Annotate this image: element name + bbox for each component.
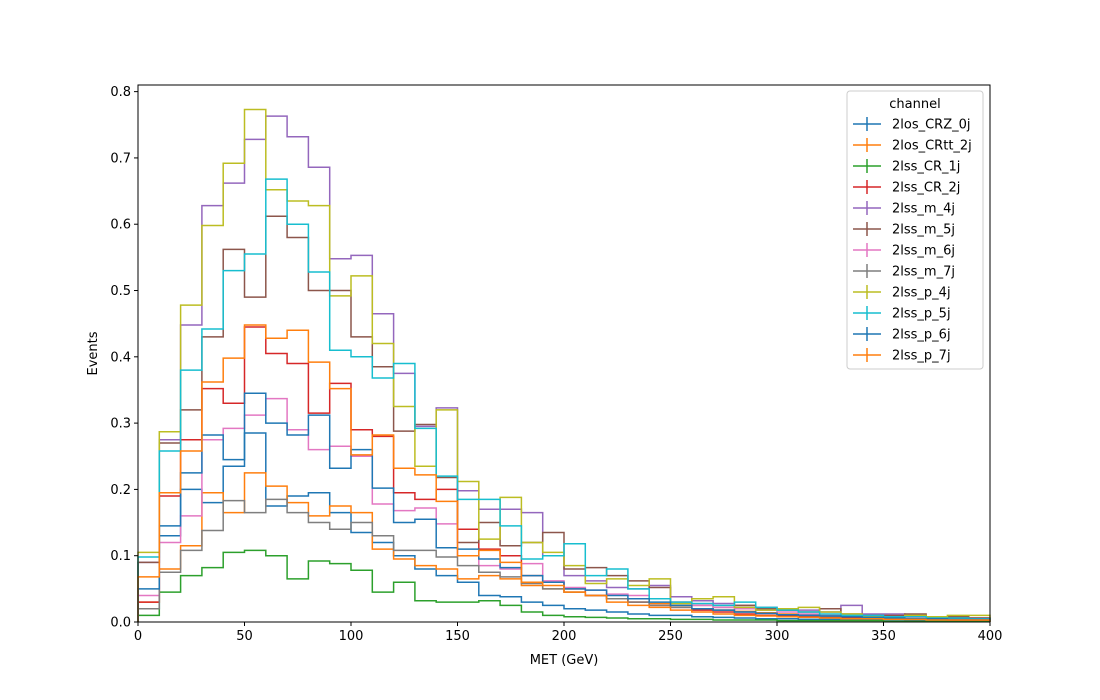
y-tick-label: 0.1 — [110, 549, 131, 564]
legend-entry: 2lss_CR_1j — [853, 159, 960, 175]
y-axis-ticks: 0.0 0.1 0.2 0.3 0.4 0.5 0.6 0.7 0.8 — [110, 85, 138, 631]
x-tick-label: 400 — [978, 629, 1003, 644]
x-tick-label: 0 — [134, 629, 142, 644]
series-2lss_p_5j — [137, 178, 991, 622]
y-tick-label: 0.5 — [110, 284, 131, 299]
y-tick-label: 0.0 — [110, 616, 131, 631]
x-tick-label: 100 — [339, 629, 364, 644]
y-axis-label: Events — [86, 331, 101, 375]
series-2lss_p_4j — [137, 108, 991, 622]
legend-entry: 2lss_p_4j — [853, 285, 951, 301]
legend-title: channel — [889, 97, 940, 112]
legend-label: 2los_CRtt_2j — [892, 139, 972, 154]
x-tick-label: 200 — [552, 629, 577, 644]
series-2lss_p_6j — [137, 392, 991, 622]
legend-label: 2los_CRZ_0j — [892, 118, 971, 133]
legend-label: 2lss_CR_1j — [892, 160, 960, 175]
legend-entry: 2lss_m_6j — [853, 243, 955, 259]
x-tick-label: 350 — [871, 629, 896, 644]
legend: channel 2los_CRZ_0j 2los_CRtt_2j 2lss_CR_1… — [846, 90, 984, 370]
legend-entry: 2lss_m_7j — [853, 264, 955, 280]
legend-label: 2lss_CR_2j — [892, 181, 960, 196]
series-2lss_CR_1j — [137, 549, 991, 623]
x-axis-label: MET (GeV) — [530, 653, 599, 668]
legend-entries: 2los_CRZ_0j 2los_CRtt_2j 2lss_CR_1j 2lss_CR… — [853, 117, 972, 364]
plot-area: 0 50 100 150 200 250 300 350 400 0.0 0.1 0.2 0.3 0.4… — [110, 84, 1003, 644]
series-line — [137, 392, 991, 622]
legend-entry: 2lss_m_4j — [853, 201, 955, 217]
x-axis-ticks: 0 50 100 150 200 250 300 350 400 — [134, 622, 1003, 644]
series-line — [137, 324, 991, 622]
y-tick-label: 0.8 — [110, 85, 131, 100]
y-tick-label: 0.2 — [110, 483, 131, 498]
legend-entry: 2lss_p_5j — [853, 306, 951, 322]
y-tick-label: 0.4 — [110, 350, 131, 365]
legend-entry: 2los_CRtt_2j — [853, 138, 972, 154]
legend-label: 2lss_p_7j — [892, 349, 951, 364]
legend-label: 2lss_m_4j — [892, 202, 955, 217]
series-2los_CRZ_0j — [137, 432, 991, 622]
x-tick-label: 300 — [765, 629, 790, 644]
legend-entry: 2lss_CR_2j — [853, 180, 960, 196]
y-tick-label: 0.7 — [110, 151, 131, 166]
legend-label: 2lss_m_7j — [892, 265, 955, 280]
series-2lss_p_7j — [137, 324, 991, 622]
y-tick-label: 0.3 — [110, 417, 131, 432]
x-tick-label: 150 — [445, 629, 470, 644]
y-tick-label: 0.6 — [110, 218, 131, 233]
series-line — [137, 178, 991, 622]
x-tick-label: 250 — [658, 629, 683, 644]
legend-label: 2lss_m_6j — [892, 244, 955, 259]
legend-label: 2lss_p_5j — [892, 307, 951, 322]
legend-entry: 2lss_p_7j — [853, 348, 951, 364]
legend-entry: 2los_CRZ_0j — [853, 117, 971, 133]
legend-entry: 2lss_m_5j — [853, 222, 955, 238]
series-line — [137, 432, 991, 622]
series-line — [137, 549, 991, 623]
legend-label: 2lss_p_6j — [892, 328, 951, 343]
series-line — [137, 108, 991, 622]
legend-box — [846, 90, 984, 370]
legend-label: 2lss_p_4j — [892, 286, 951, 301]
legend-label: 2lss_m_5j — [892, 223, 955, 238]
legend-entry: 2lss_p_6j — [853, 327, 951, 343]
x-tick-label: 50 — [236, 629, 253, 644]
series-layer — [137, 108, 991, 623]
